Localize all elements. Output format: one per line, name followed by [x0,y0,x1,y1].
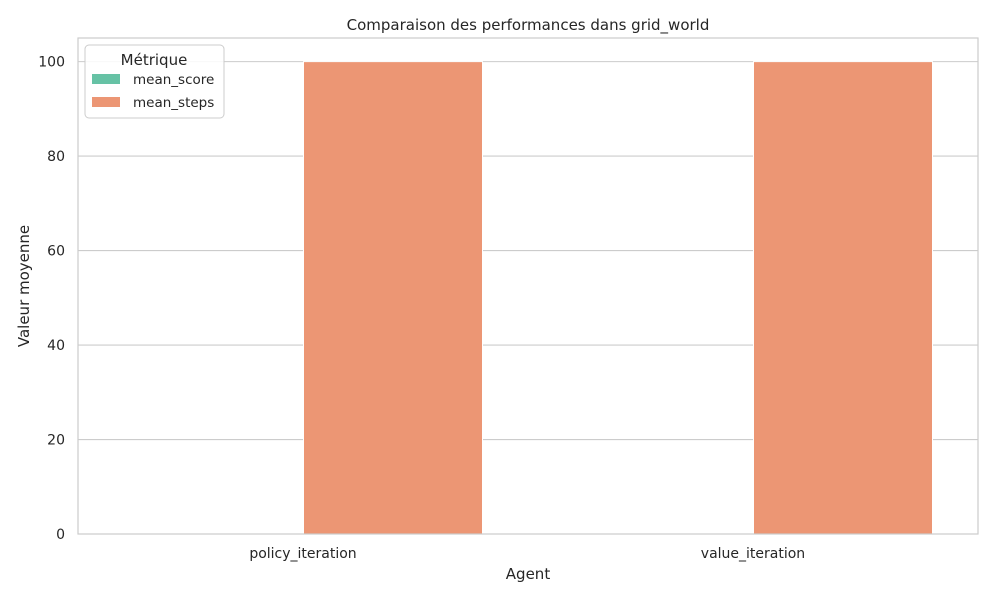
legend-entry-mean_score: mean_score [133,72,214,88]
x-tick-label: value_iteration [701,546,805,562]
y-tick-label: 0 [56,527,65,543]
y-axis-label: Valeur moyenne [15,225,33,347]
y-tick-label: 100 [38,55,65,71]
x-axis-label: Agent [506,565,551,583]
bar-mean_steps-value_iteration [753,61,933,535]
bar-mean_steps-policy_iteration [303,61,483,535]
y-tick-label: 80 [47,149,65,165]
plot-frame [77,37,979,535]
y-tick-label: 40 [47,338,65,354]
legend-entry-mean_steps: mean_steps [133,95,214,111]
legend: Métrique mean_score mean_steps [84,44,225,119]
y-tick-label: 60 [47,244,65,260]
legend-title: Métrique [121,51,188,69]
x-tick-labels: policy_iteration value_iteration [249,546,805,562]
legend-swatch-mean_score [92,74,120,84]
bars [303,61,933,535]
y-tick-labels: 0 20 40 60 80 100 [38,55,65,543]
chart-title: Comparaison des performances dans grid_w… [347,16,710,35]
x-tick-label: policy_iteration [249,546,356,562]
y-tick-label: 20 [47,433,65,449]
legend-swatch-mean_steps [92,97,120,107]
